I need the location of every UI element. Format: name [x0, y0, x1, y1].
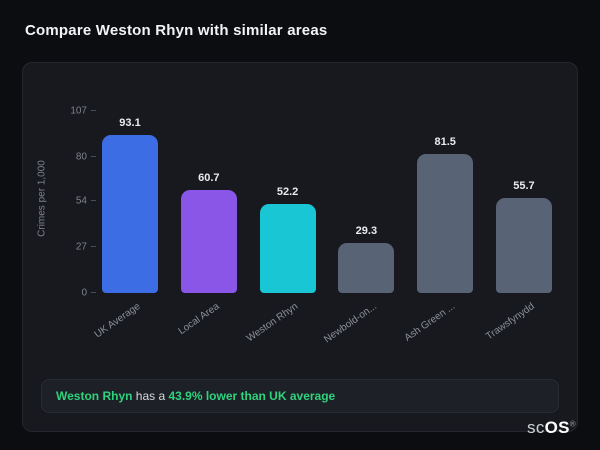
note-middle-text: has a	[132, 389, 169, 403]
x-tick-label: Local Area	[176, 301, 222, 338]
y-tick-mark	[91, 110, 96, 111]
y-axis-label: Crimes per 1,000	[36, 160, 48, 237]
bar-column: 81.5 Ash Green ...	[403, 111, 474, 344]
bar-value-label: 81.5	[434, 136, 456, 149]
y-tick-mark	[91, 246, 96, 248]
bar-column: 29.3 Newbold-on...	[322, 111, 395, 345]
y-tick-label: 107	[70, 105, 87, 117]
bar-column: 93.1 UK Average	[92, 111, 159, 341]
y-tick-label: 54	[75, 195, 87, 207]
bar[interactable]	[259, 204, 316, 293]
bar-chart-plot-area: 93.1 UK Average 60.7 Local Area 52.2 Weston R…	[70, 106, 553, 345]
x-tick-label: Trawsfynydd	[483, 301, 537, 343]
bar[interactable]	[495, 198, 552, 293]
bar-columns: 93.1 UK Average 60.7 Local Area 52.2 Weston R…	[92, 111, 553, 345]
brand-logo: scOS®	[527, 418, 576, 438]
page-title: Compare Weston Rhyn with similar areas	[25, 22, 328, 39]
bar[interactable]	[102, 134, 158, 293]
note-area-name: Weston Rhyn	[56, 389, 133, 403]
registered-trademark-icon: ®	[569, 419, 576, 429]
bar-value-label: 29.3	[355, 225, 378, 238]
bar-column: 60.7 Local Area	[176, 111, 238, 337]
brand-suffix: OS	[544, 418, 570, 437]
note-stat-text: 43.9% lower than UK average	[168, 389, 336, 403]
bar-value-label: 52.2	[276, 186, 299, 199]
y-tick-mark	[91, 200, 96, 202]
bar-column: 52.2 Weston Rhyn	[245, 111, 317, 344]
x-tick-label: Weston Rhyn	[244, 301, 300, 345]
bar-value-label: 93.1	[119, 116, 141, 129]
insight-note: Weston Rhyn has a 43.9% lower than UK av…	[41, 379, 559, 413]
y-tick-mark	[91, 292, 96, 293]
bar-value-label: 55.7	[513, 180, 535, 193]
bar[interactable]	[338, 243, 395, 293]
bar-value-label: 60.7	[198, 171, 220, 184]
bar[interactable]	[417, 154, 474, 293]
y-tick-label: 80	[75, 151, 87, 163]
chart-card: Crimes per 1,000 93.1 UK Average 60.7 Local…	[22, 62, 578, 432]
x-tick-label: UK Average	[92, 301, 143, 341]
y-tick-label: 27	[75, 241, 87, 253]
x-tick-label: Ash Green ...	[402, 301, 458, 344]
bar[interactable]	[180, 189, 237, 293]
x-tick-label: Newbold-on...	[321, 301, 379, 346]
y-tick-label: 0	[81, 287, 87, 299]
bar-column: 55.7 Trawsfynydd	[484, 111, 553, 342]
brand-prefix: sc	[527, 418, 545, 437]
y-tick-mark	[91, 155, 96, 157]
